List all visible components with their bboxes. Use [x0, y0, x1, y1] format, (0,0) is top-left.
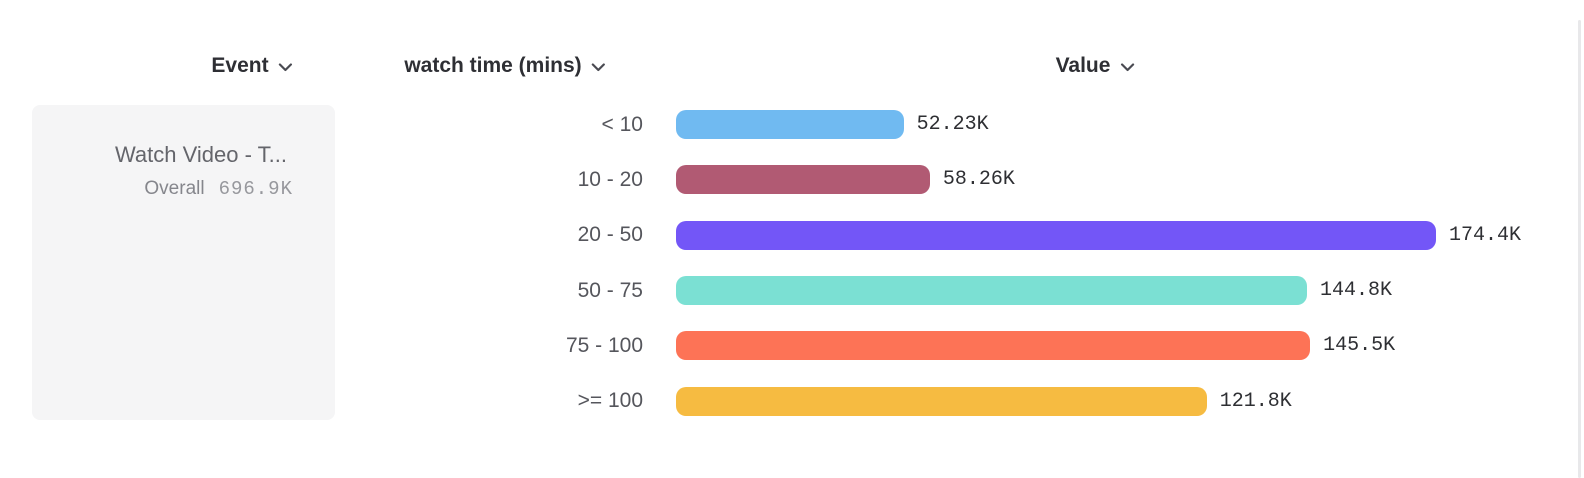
category-label: 20 - 50	[577, 223, 643, 247]
bar-chart-row: 10 - 20 58.26K	[0, 152, 1584, 207]
category-label: < 10	[601, 112, 643, 136]
bar-track: 174.4K	[676, 220, 1584, 250]
chevron-down-icon	[278, 63, 293, 72]
event-card[interactable]: Watch Video - T... Overall 696.9K	[32, 105, 335, 420]
bar[interactable]	[676, 386, 1207, 416]
bar-track: 58.26K	[676, 165, 1584, 195]
bar[interactable]	[676, 276, 1307, 306]
column-header-breakdown-label: watch time (mins)	[404, 54, 582, 77]
event-card-title: Watch Video - T...	[114, 142, 287, 167]
bar-value-label: 144.8K	[1320, 279, 1393, 303]
bar-track: 121.8K	[676, 386, 1584, 416]
bar[interactable]	[676, 220, 1436, 250]
bar-value-label: 145.5K	[1323, 334, 1396, 358]
bar-chart-row: < 10 52.23K	[0, 97, 1584, 152]
bar-chart-row: >= 100 121.8K	[0, 373, 1584, 428]
category-label: >= 100	[577, 389, 643, 413]
bar-chart-row: 75 - 100 145.5K	[0, 318, 1584, 373]
bar-chart-row: 20 - 50 174.4K	[0, 208, 1584, 263]
vertical-scrollbar[interactable]	[1578, 20, 1581, 478]
bar[interactable]	[676, 110, 904, 140]
chevron-down-icon	[1120, 63, 1135, 72]
bar-track: 144.8K	[676, 276, 1584, 306]
column-header-value[interactable]: Value	[1056, 54, 1135, 78]
overall-label: Overall	[144, 177, 205, 199]
bar-value-label: 52.23K	[916, 113, 989, 137]
bar[interactable]	[676, 331, 1311, 361]
category-label: 75 - 100	[565, 333, 643, 357]
bar-chart-row: 50 - 75 144.8K	[0, 263, 1584, 318]
category-label: 10 - 20	[577, 167, 643, 191]
bar-value-label: 58.26K	[942, 168, 1015, 192]
column-header-value-label: Value	[1055, 54, 1111, 77]
bar-track: 145.5K	[676, 331, 1584, 361]
category-label: 50 - 75	[577, 278, 643, 302]
overall-value: 696.9K	[218, 177, 293, 200]
bar-track: 52.23K	[676, 110, 1584, 140]
bar-value-label: 174.4K	[1449, 223, 1522, 247]
bar-value-label: 121.8K	[1219, 389, 1292, 413]
column-header-event[interactable]: Event	[211, 54, 293, 78]
column-header-breakdown[interactable]: watch time (mins)	[404, 54, 606, 78]
bar[interactable]	[676, 165, 930, 195]
bar-chart: < 10 52.23K 10 - 20 58.26K 20 - 50 174.4…	[0, 97, 1584, 429]
chevron-down-icon	[592, 63, 606, 72]
column-header-event-label: Event	[211, 54, 269, 77]
event-card-overall: Overall 696.9K	[48, 178, 293, 200]
